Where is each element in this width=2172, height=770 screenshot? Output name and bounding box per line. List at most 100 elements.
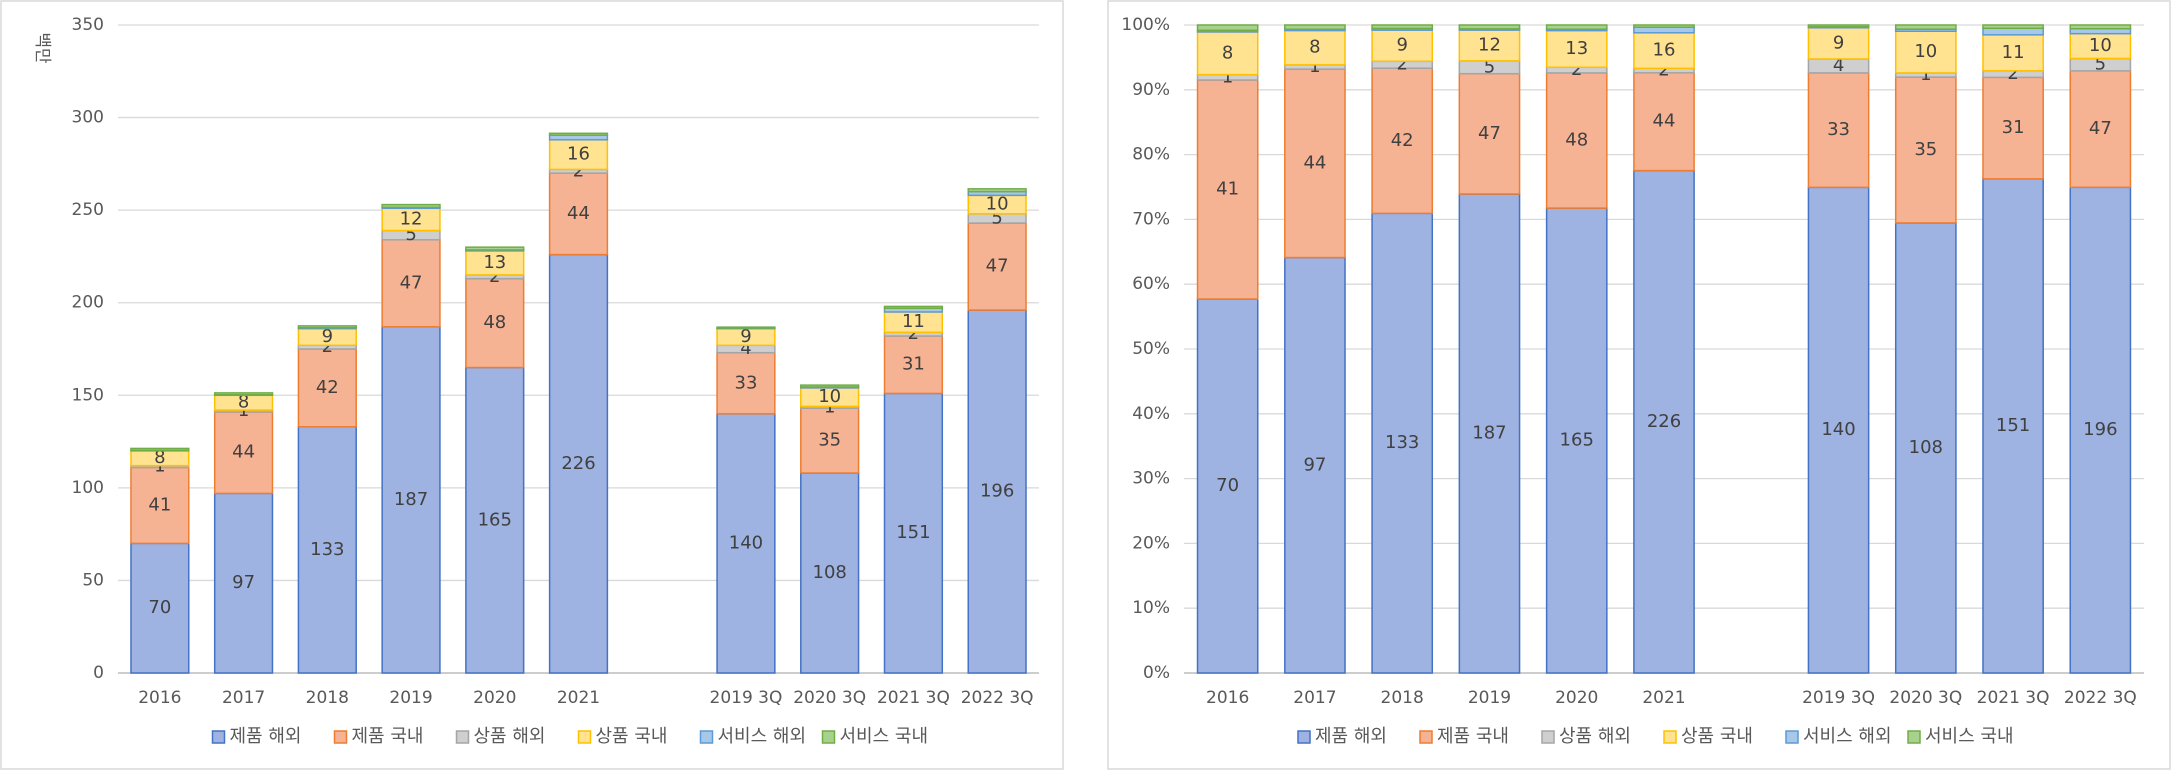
bar-segment: [1284, 29, 1346, 66]
data-label: 47: [400, 272, 423, 293]
x-tick-label: 2022 3Q: [2064, 688, 2137, 708]
x-tick-label: 2020 3Q: [793, 688, 866, 708]
legend-swatch: [1297, 730, 1311, 744]
bar-segment: [1545, 72, 1608, 209]
data-label: 9: [1833, 32, 1844, 53]
bar-segment: [2069, 186, 2132, 674]
legend-swatch: [455, 730, 470, 744]
bar-segment: [465, 246, 525, 251]
legend-label: 제품 해외: [1315, 726, 1387, 747]
legend-label: 제품 국내: [1437, 726, 1509, 747]
bar-segment: [883, 305, 944, 310]
y-tick-label: 50%: [1132, 339, 1170, 359]
bar-segment: [130, 447, 190, 452]
bar-segment: [1633, 26, 1695, 34]
y-tick-label: 70%: [1132, 209, 1170, 229]
bar-segment: [800, 407, 860, 474]
y-tick-label: 250: [72, 200, 104, 220]
legend-swatch: [699, 730, 714, 744]
data-label: 13: [1565, 38, 1588, 59]
x-tick-label: 2020: [473, 688, 516, 708]
data-label: 9: [1396, 35, 1407, 56]
y-tick-label: 30%: [1132, 469, 1170, 489]
bar-segment: [716, 326, 776, 329]
bar-segment: [297, 348, 357, 428]
data-label: 42: [1391, 130, 1414, 151]
data-label: 133: [1385, 432, 1419, 453]
data-label: 44: [232, 442, 255, 463]
data-label: 13: [483, 252, 506, 273]
data-label: 151: [1996, 415, 2030, 436]
x-tick-label: 2019 3Q: [1802, 688, 1875, 708]
y-tick-label: 100%: [1121, 15, 1170, 35]
legend-label: 상품 해외: [474, 726, 546, 747]
legend-swatch: [1541, 730, 1555, 744]
legend-swatch: [1419, 730, 1433, 744]
bar-segment: [1894, 222, 1957, 674]
bar-segment: [1458, 72, 1521, 195]
bar-segment: [1284, 256, 1346, 674]
bar-segment: [297, 426, 357, 674]
bar-segment: [1284, 24, 1346, 31]
data-label: 70: [1216, 475, 1239, 496]
data-label: 9: [322, 326, 333, 347]
data-label: 5: [405, 224, 416, 245]
bar-segment: [2069, 24, 2132, 30]
data-label: 2: [1658, 60, 1669, 81]
bar-segment: [1633, 32, 1695, 70]
data-label: 133: [310, 539, 344, 560]
legend-label: 상품 국내: [596, 726, 668, 747]
bar-segment: [1371, 29, 1434, 63]
data-label: 70: [148, 597, 171, 618]
legend-swatch: [333, 730, 348, 744]
bar-segment: [1982, 178, 2044, 674]
legend-swatch: [1663, 730, 1677, 744]
data-label: 226: [561, 453, 595, 474]
data-label: 33: [1827, 119, 1850, 140]
y-tick-label: 50: [82, 570, 104, 590]
data-label: 8: [1222, 42, 1233, 63]
bar-segment: [1371, 24, 1434, 30]
bar-segment: [1196, 24, 1259, 32]
bar-segment: [883, 392, 944, 674]
data-label: 108: [813, 562, 847, 583]
bar-segment: [716, 413, 776, 674]
bar-segment: [1196, 31, 1259, 76]
x-tick-label: 2020: [1555, 688, 1598, 708]
bar-segment: [1982, 24, 2044, 30]
legend-swatch: [577, 730, 592, 744]
legend-swatch: [1785, 730, 1799, 744]
y-tick-label: 350: [72, 15, 104, 35]
bar-segment: [800, 472, 860, 674]
data-label: 33: [735, 372, 758, 393]
bar-segment: [1807, 186, 1870, 674]
x-tick-label: 2017: [222, 688, 265, 708]
bar-segment: [1545, 207, 1608, 674]
bar-segment: [213, 392, 274, 396]
legend-label: 서비스 국내: [1925, 726, 2014, 747]
data-label: 226: [1647, 411, 1681, 432]
bar-segment: [1458, 29, 1521, 62]
data-label: 108: [1909, 437, 1943, 458]
bar-segment: [1807, 72, 1870, 189]
bar-segment: [381, 203, 441, 209]
legend-label: 상품 국내: [1681, 726, 1753, 747]
data-label: 48: [1565, 130, 1588, 151]
data-label: 44: [567, 203, 590, 224]
x-tick-label: 2021: [557, 688, 600, 708]
data-label: 35: [818, 430, 841, 451]
legend-label: 제품 국내: [352, 726, 424, 747]
data-label: 47: [2089, 118, 2112, 139]
x-tick-label: 2021 3Q: [877, 688, 950, 708]
data-label: 8: [238, 392, 249, 413]
x-tick-label: 2016: [138, 688, 181, 708]
y-tick-label: 0%: [1143, 663, 1170, 683]
data-label: 2: [908, 323, 919, 344]
data-label: 165: [1560, 430, 1594, 451]
data-label: 187: [394, 489, 428, 510]
data-label: 11: [2002, 42, 2025, 63]
y-tick-label: 300: [72, 108, 104, 128]
bar-segment: [800, 384, 860, 388]
bar-segment: [967, 222, 1027, 311]
